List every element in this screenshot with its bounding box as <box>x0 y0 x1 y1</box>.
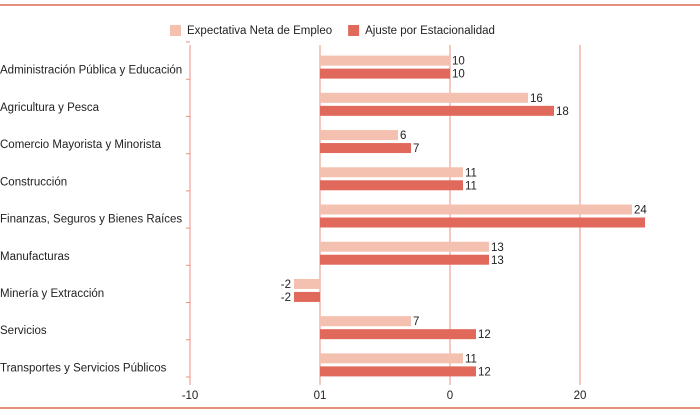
bar <box>320 55 450 66</box>
y-tick-label: Finanzas, Seguros y Bienes Raíces <box>0 214 182 226</box>
x-tick-label: 0 <box>447 390 453 402</box>
y-tick-label: Minería y Extracción <box>0 288 104 300</box>
value-label: 13 <box>491 242 504 254</box>
bar <box>320 105 554 116</box>
bar <box>320 167 463 178</box>
value-label: 10 <box>452 56 465 68</box>
legend-swatch <box>170 25 181 36</box>
value-label: 7 <box>413 143 419 155</box>
value-label: 24 <box>634 205 647 217</box>
y-tick-label: Administración Pública y Educación <box>0 65 182 77</box>
value-label: 13 <box>491 255 504 267</box>
legend-label: Expectativa Neta de Empleo <box>187 25 332 37</box>
x-tick-label: 01 <box>314 390 327 402</box>
bar <box>320 130 398 141</box>
bar <box>320 180 463 191</box>
bar <box>320 92 528 103</box>
x-tick-label: 20 <box>574 390 587 402</box>
legend-swatch <box>348 25 360 36</box>
bar <box>320 241 489 252</box>
value-label: -2 <box>281 292 291 304</box>
bar <box>294 291 320 302</box>
value-label: 12 <box>478 366 491 378</box>
bar <box>320 143 411 154</box>
bar <box>320 353 463 364</box>
value-label: 11 <box>465 353 477 365</box>
value-label: 7 <box>413 316 419 328</box>
bar <box>320 316 411 327</box>
y-tick-label: Manufacturas <box>0 251 70 263</box>
y-tick-label: Comercio Mayorista y Minorista <box>0 139 162 151</box>
bar <box>320 217 645 228</box>
bar <box>320 329 476 340</box>
value-label: 11 <box>465 167 477 179</box>
legend-label: Ajuste por Estacionalidad <box>365 25 495 37</box>
value-label: 11 <box>465 180 477 192</box>
y-tick-label: Servicios <box>0 325 47 337</box>
y-tick-label: Transportes y Servicios Públicos <box>0 362 167 374</box>
value-label: -2 <box>281 279 291 291</box>
bar <box>320 254 489 265</box>
bar <box>294 278 320 289</box>
value-label: 12 <box>478 329 491 341</box>
value-label: 10 <box>452 69 465 81</box>
bar <box>320 366 476 377</box>
value-label: 16 <box>530 93 543 105</box>
bar <box>320 204 632 215</box>
y-tick-label: Construcción <box>0 176 67 188</box>
bar <box>320 68 450 79</box>
x-tick-label: -10 <box>182 390 199 402</box>
value-label: 18 <box>556 106 569 118</box>
y-tick-label: Agricultura y Pesca <box>0 102 100 114</box>
value-label: 6 <box>400 130 406 142</box>
